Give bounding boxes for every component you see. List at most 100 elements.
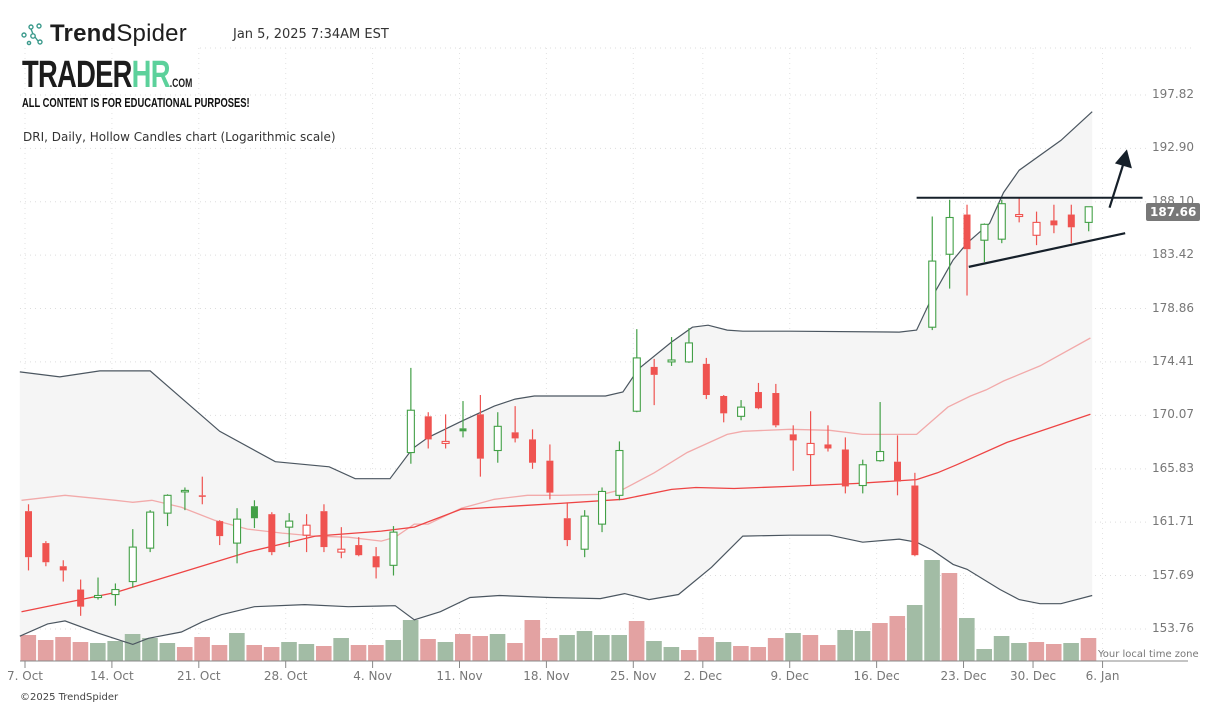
sma-fast-line	[21, 337, 1091, 542]
candle-body	[667, 359, 676, 363]
candle	[1032, 211, 1041, 246]
volume-bar	[1028, 642, 1045, 661]
candle	[667, 337, 676, 366]
candle	[563, 502, 571, 547]
volume-bar	[663, 647, 680, 661]
bollinger-lower-line	[19, 534, 1093, 646]
volume-bar	[559, 635, 575, 661]
candle-body	[546, 460, 554, 493]
volume-bar	[594, 635, 610, 661]
volume-bar	[733, 646, 749, 661]
volume-bar	[837, 630, 853, 661]
volume-bar	[959, 618, 975, 661]
candle	[268, 512, 276, 556]
price-tick-label: 174.41	[1152, 353, 1194, 368]
date-tick-label: 6. Jan	[1085, 669, 1120, 683]
candle-body	[441, 440, 450, 444]
candle-body	[355, 545, 363, 556]
candle	[441, 414, 450, 449]
volume-bar	[229, 633, 245, 661]
candle-body	[285, 520, 294, 528]
disclaimer: ALL CONTENT IS FOR EDUCATIONAL PURPOSES!	[22, 96, 250, 110]
candle-body	[459, 428, 467, 432]
candle	[841, 437, 849, 494]
candle-body	[25, 511, 32, 558]
candle-body	[111, 588, 120, 596]
last-price-badge: 187.66	[1146, 203, 1201, 221]
volume-bar	[698, 637, 714, 661]
candle	[111, 583, 120, 606]
volume-bar	[472, 636, 488, 661]
candle	[650, 358, 658, 406]
candle-body	[1084, 206, 1093, 223]
candle	[737, 400, 746, 421]
candle-body	[198, 495, 206, 497]
candle	[424, 412, 432, 449]
drawing-annotations[interactable]	[916, 149, 1143, 268]
candle	[476, 394, 484, 477]
candle-body	[424, 416, 432, 440]
volume-bar	[628, 621, 645, 661]
candle	[806, 411, 815, 486]
candle-body	[737, 406, 746, 417]
candle-body	[772, 393, 780, 426]
candle	[858, 459, 867, 494]
volume-bar	[872, 623, 888, 661]
volume-bar	[611, 635, 628, 661]
volume-bar	[350, 645, 367, 661]
candle-body	[632, 357, 641, 412]
candle	[459, 401, 467, 438]
spider-logo-icon	[21, 23, 43, 46]
candle	[389, 526, 398, 576]
bollinger-upper-line	[19, 111, 1093, 480]
candle-body	[980, 223, 989, 241]
traderhr-watermark: TRADERHR.COM	[22, 56, 192, 102]
support-trendline	[968, 232, 1126, 268]
volume-bar	[37, 640, 54, 661]
chart-timestamp: Jan 5, 2025 7:34AM EST	[233, 27, 389, 42]
copyright: ©2025 TrendSpider	[20, 692, 119, 703]
candle	[876, 402, 885, 462]
candles	[25, 197, 1093, 616]
volume-bar	[750, 647, 767, 661]
candle	[42, 541, 50, 567]
timezone-note: Your local time zone	[1098, 649, 1199, 660]
candle	[77, 579, 85, 616]
watermark-part2: HR	[131, 54, 171, 96]
candle-body	[180, 489, 189, 493]
candle	[720, 394, 728, 423]
chart-title: DRI, Daily, Hollow Candles chart (Logari…	[23, 130, 336, 144]
volume-bar	[159, 643, 176, 661]
candle-body	[1015, 214, 1024, 218]
volume-bar	[246, 645, 263, 661]
brand-name-light: Spider	[116, 20, 187, 47]
candle-body	[1050, 220, 1058, 226]
candle-body	[389, 531, 398, 566]
candle-body	[650, 366, 658, 375]
volume-bar	[455, 634, 471, 661]
candle	[59, 560, 67, 582]
volume-bar	[176, 647, 193, 661]
volume-bar	[541, 638, 558, 661]
candle	[250, 500, 258, 529]
volume-bar	[333, 638, 349, 661]
candle	[997, 199, 1006, 244]
candle-body	[372, 556, 380, 568]
trendspider-logo: TrendSpider	[20, 20, 187, 48]
candle-body	[302, 524, 311, 536]
candle-body	[337, 548, 346, 553]
candle	[824, 425, 832, 452]
candle-body	[858, 464, 867, 487]
candle	[911, 472, 919, 557]
candle	[580, 510, 589, 558]
candle	[945, 199, 954, 289]
volume-bar	[680, 650, 697, 661]
volume-bar	[854, 631, 871, 661]
candle-body	[806, 442, 815, 456]
watermark-part3: .COM	[169, 76, 193, 90]
volume-bar	[993, 636, 1010, 661]
candle	[754, 382, 762, 410]
candle-body	[320, 511, 328, 548]
candle-body	[476, 414, 484, 459]
